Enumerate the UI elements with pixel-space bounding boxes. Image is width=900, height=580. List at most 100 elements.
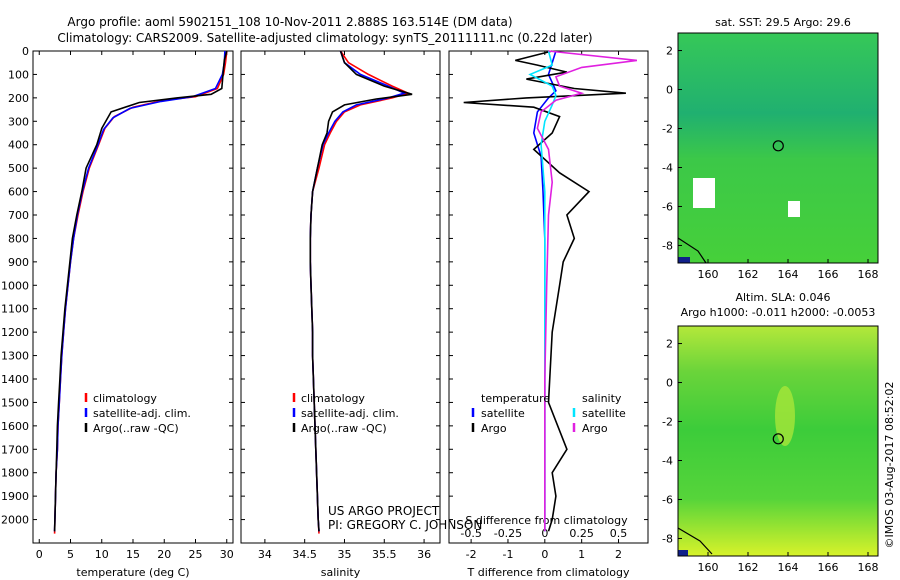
temperature-plot-frame bbox=[32, 50, 234, 544]
timestamp-label: ©IMOS 03-Aug-2017 08:52:02 bbox=[883, 382, 896, 549]
temperature-legend-label: satellite-adj. clim. bbox=[93, 407, 191, 420]
temperature-xtick-label: 0 bbox=[36, 548, 43, 561]
difference-panel: -2 -1 0 1 2 T difference from climatology S di… bbox=[448, 50, 649, 579]
sla_map-lat-label: 2 bbox=[666, 338, 673, 351]
temperature-legend-label: climatology bbox=[93, 392, 157, 405]
diff-legend-heading: temperature bbox=[481, 392, 550, 405]
diff-legend-heading: salinity bbox=[582, 392, 622, 405]
difference-series-line bbox=[463, 50, 626, 532]
salinity-xtick-label: 36 bbox=[417, 548, 431, 561]
salinity-xtick-label: 34.5 bbox=[292, 548, 317, 561]
sla-high-feature bbox=[775, 386, 795, 446]
sla_map-lon-label: 160 bbox=[698, 561, 719, 574]
pi-label: PI: GREGORY C. JOHNSON bbox=[328, 518, 482, 532]
s-diff-xlabel: S difference from climatology bbox=[465, 514, 628, 527]
sla_map-frame bbox=[677, 325, 879, 557]
depth-tick-label: 1500 bbox=[1, 396, 29, 409]
sst_map-lon-label: 168 bbox=[858, 268, 879, 281]
sst_map-lat-label: 0 bbox=[666, 84, 673, 97]
sla_map-lat-label: -4 bbox=[662, 454, 673, 467]
diff-legend-label: Argo bbox=[481, 422, 507, 435]
sst-map-title: sat. SST: 29.5 Argo: 29.6 bbox=[715, 16, 851, 29]
temperature-xtick-label: 30 bbox=[220, 548, 234, 561]
depth-tick-label: 1000 bbox=[1, 279, 29, 292]
salinity-series-line bbox=[309, 50, 413, 532]
salinity-legend-label: Argo(..raw -QC) bbox=[301, 422, 387, 435]
figure-title-line2: Climatology: CARS2009. Satellite-adjuste… bbox=[57, 31, 592, 45]
s-diff-tick-label: -0.5 bbox=[460, 527, 481, 540]
figure-title-line1: Argo profile: aoml 5902151_108 10-Nov-20… bbox=[67, 15, 512, 29]
sst_map-lon-label: 162 bbox=[738, 268, 759, 281]
salinity-legend-label: climatology bbox=[301, 392, 365, 405]
land-patch bbox=[678, 257, 690, 263]
depth-tick-label: 300 bbox=[8, 115, 29, 128]
difference-xtick-label: 0 bbox=[541, 548, 548, 561]
temperature-xlabel: temperature (deg C) bbox=[76, 566, 189, 579]
depth-tick-label: 1800 bbox=[1, 467, 29, 480]
depth-tick-label: 400 bbox=[8, 139, 29, 152]
difference-plot-frame bbox=[448, 50, 649, 544]
s-diff-tick-label: 0 bbox=[541, 527, 548, 540]
depth-tick-label: 1100 bbox=[1, 303, 29, 316]
coastline bbox=[677, 527, 713, 555]
sst_map-lat-label: -2 bbox=[662, 123, 673, 136]
difference-xlabel: T difference from climatology bbox=[467, 566, 630, 579]
difference-series-line bbox=[528, 50, 557, 532]
sla-map-title-line1: Altim. SLA: 0.046 bbox=[735, 291, 830, 304]
sst_map-float-marker bbox=[772, 140, 784, 152]
sla-map-title-line2: Argo h1000: -0.011 h2000: -0.0053 bbox=[681, 306, 876, 319]
depth-tick-label: 0 bbox=[22, 45, 29, 58]
sla_map-lat-label: -2 bbox=[662, 416, 673, 429]
salinity-plot-frame bbox=[240, 50, 441, 544]
salinity-xtick-label: 35 bbox=[337, 548, 351, 561]
s-diff-tick-label: 0.25 bbox=[569, 527, 594, 540]
difference-series-line bbox=[536, 50, 638, 532]
missing-data-patch bbox=[788, 201, 800, 217]
sst_map-lon-label: 160 bbox=[698, 268, 719, 281]
temperature-xtick-label: 10 bbox=[95, 548, 109, 561]
s-diff-tick-label: 0.5 bbox=[610, 527, 628, 540]
temperature-xtick-label: 5 bbox=[67, 548, 74, 561]
depth-tick-label: 500 bbox=[8, 162, 29, 175]
sla_map-lon-label: 164 bbox=[778, 561, 799, 574]
depth-tick-label: 800 bbox=[8, 232, 29, 245]
difference-xtick-label: -1 bbox=[502, 548, 513, 561]
sst_map-lat-label: -4 bbox=[662, 161, 673, 174]
depth-tick-label: 1600 bbox=[1, 420, 29, 433]
diff-legend-label: Argo bbox=[582, 422, 608, 435]
depth-tick-label: 1300 bbox=[1, 350, 29, 363]
temperature-xtick-label: 25 bbox=[189, 548, 203, 561]
sst_map-lat-label: 2 bbox=[666, 45, 673, 58]
depth-tick-label: 600 bbox=[8, 186, 29, 199]
sla_map-lat-label: -6 bbox=[662, 493, 673, 506]
depth-tick-label: 1900 bbox=[1, 490, 29, 503]
sla_map-field bbox=[678, 326, 878, 556]
depth-tick-label: 700 bbox=[8, 209, 29, 222]
depth-tick-label: 1200 bbox=[1, 326, 29, 339]
sla_map-lon-label: 166 bbox=[818, 561, 839, 574]
temperature-legend-label: Argo(..raw -QC) bbox=[93, 422, 179, 435]
sst_map-field bbox=[678, 33, 878, 263]
diff-legend-label: satellite bbox=[481, 407, 525, 420]
difference-xtick-label: -2 bbox=[466, 548, 477, 561]
project-label: US ARGO PROJECT bbox=[328, 504, 440, 518]
depth-tick-label: 100 bbox=[8, 68, 29, 81]
sst_map-lon-label: 166 bbox=[818, 268, 839, 281]
sla_map-float-marker bbox=[772, 433, 784, 445]
sst_map-frame bbox=[677, 32, 879, 264]
depth-tick-label: 1400 bbox=[1, 373, 29, 386]
sst_map-lat-label: -8 bbox=[662, 239, 673, 252]
diff-legend-label: satellite bbox=[582, 407, 626, 420]
difference-xtick-label: 2 bbox=[615, 548, 622, 561]
missing-data-patch bbox=[693, 178, 715, 208]
sla_map-lat-label: 0 bbox=[666, 377, 673, 390]
temperature-xtick-label: 20 bbox=[157, 548, 171, 561]
sla_map-lon-label: 162 bbox=[738, 561, 759, 574]
sst_map-lon-label: 164 bbox=[778, 268, 799, 281]
temperature-panel: 0 5 10 15 20 25 300100200300400500600700800900… bbox=[1, 45, 234, 579]
sst-map-panel: sat. SST: 29.5 Argo: 29.6 160 162 164 166 16… bbox=[662, 16, 879, 281]
land-patch bbox=[678, 550, 688, 556]
salinity-xtick-label: 35.5 bbox=[372, 548, 397, 561]
temperature-series-line bbox=[53, 50, 228, 532]
